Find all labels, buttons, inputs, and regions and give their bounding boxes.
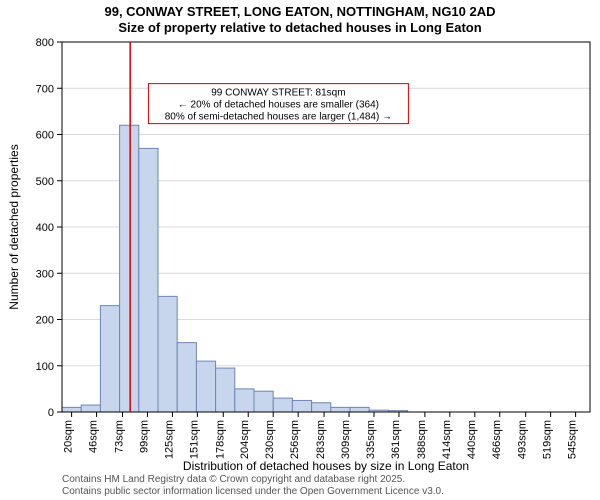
ytick-label: 0	[48, 407, 54, 419]
histogram-bar	[273, 398, 292, 412]
xtick-label: 335sqm	[365, 420, 377, 459]
chart-svg: 0 100 200 300 400 500 600 700 800 20sqm 46sqm 73sqm…	[0, 0, 600, 500]
histogram-bar	[177, 343, 196, 412]
xtick-label: 46sqm	[88, 420, 100, 453]
xtick-label: 414sqm	[441, 420, 453, 459]
xtick-label: 283sqm	[315, 420, 327, 459]
histogram-bar	[139, 148, 158, 412]
xtick-label: 493sqm	[517, 420, 529, 459]
xtick-label: 151sqm	[188, 420, 200, 459]
histogram-bar	[331, 407, 350, 412]
ytick-label: 700	[36, 83, 54, 95]
xtick-label: 20sqm	[63, 420, 75, 453]
histogram-bar	[62, 407, 81, 412]
xtick-label: 125sqm	[163, 420, 175, 459]
annotation-line2: ← 20% of detached houses are smaller (36…	[178, 100, 379, 111]
xtick-label: 361sqm	[390, 420, 402, 459]
ytick-label: 600	[36, 130, 54, 142]
histogram-bar	[196, 361, 215, 412]
histogram-bar	[158, 296, 177, 412]
histogram-bar	[350, 407, 369, 412]
histogram-chart: 0 100 200 300 400 500 600 700 800 20sqm 46sqm 73sqm…	[0, 0, 600, 500]
histogram-bar	[81, 405, 100, 412]
chart-title-line1: 99, CONWAY STREET, LONG EATON, NOTTINGHA…	[104, 4, 495, 19]
ytick-label: 400	[36, 222, 54, 234]
ytick-label: 100	[36, 361, 54, 373]
annotation-line1: 99 CONWAY STREET: 81sqm	[211, 88, 345, 99]
xtick-label: 73sqm	[113, 420, 125, 453]
xtick-label: 204sqm	[239, 420, 251, 459]
histogram-bar	[254, 391, 273, 412]
histogram-bar	[100, 306, 119, 412]
annotation-line3: 80% of semi-detached houses are larger (…	[165, 112, 392, 123]
histogram-bar	[235, 389, 254, 412]
attribution-line2: Contains public sector information licen…	[62, 486, 444, 497]
y-axis-label: Number of detached properties	[7, 144, 21, 309]
xtick-label: 256sqm	[289, 420, 301, 459]
ytick-label: 300	[36, 268, 54, 280]
histogram-bar	[292, 400, 311, 412]
xtick-label: 99sqm	[138, 420, 150, 453]
histogram-bar	[216, 368, 235, 412]
ytick-label: 200	[36, 315, 54, 327]
x-axis-label: Distribution of detached houses by size …	[183, 459, 469, 473]
xtick-label: 178sqm	[214, 420, 226, 459]
ytick-label: 800	[36, 37, 54, 49]
xtick-label: 309sqm	[340, 420, 352, 459]
histogram-bar	[312, 403, 331, 412]
attribution-line1: Contains HM Land Registry data © Crown c…	[62, 474, 405, 485]
xtick-label: 519sqm	[542, 420, 554, 459]
histogram-bar	[120, 125, 139, 412]
chart-title-line2: Size of property relative to detached ho…	[118, 20, 481, 35]
xtick-label: 545sqm	[567, 420, 579, 459]
xtick-label: 230sqm	[264, 420, 276, 459]
ytick-label: 500	[36, 176, 54, 188]
xtick-label: 388sqm	[416, 420, 428, 459]
xtick-label: 440sqm	[466, 420, 478, 459]
xtick-label: 466sqm	[491, 420, 503, 459]
